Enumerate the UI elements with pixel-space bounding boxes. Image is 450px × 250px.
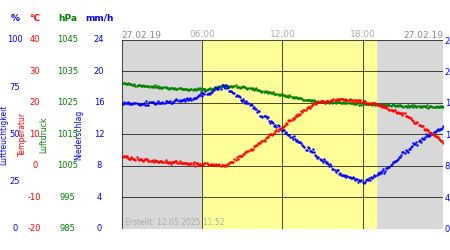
Text: °C: °C: [29, 14, 40, 22]
Text: 1035: 1035: [57, 67, 78, 76]
Text: 30: 30: [29, 67, 40, 76]
Text: 995: 995: [59, 193, 76, 202]
Text: 0: 0: [12, 224, 18, 233]
Text: 0: 0: [32, 161, 37, 170]
Text: -10: -10: [28, 193, 41, 202]
Text: 4: 4: [96, 193, 102, 202]
Text: Luftfeuchtigkeit: Luftfeuchtigkeit: [0, 104, 8, 165]
Text: 12: 12: [94, 130, 104, 139]
Text: hPa: hPa: [58, 14, 77, 22]
Text: %: %: [10, 14, 19, 22]
Text: 27.02.19: 27.02.19: [403, 31, 443, 40]
Text: 24: 24: [94, 36, 104, 44]
Text: 16: 16: [94, 98, 104, 108]
Text: 50: 50: [9, 130, 20, 139]
Text: Luftdruck: Luftdruck: [40, 116, 49, 152]
Text: 1005: 1005: [57, 161, 78, 170]
Text: Temperatur: Temperatur: [18, 112, 27, 156]
Text: Erstellt: 12.05.2025 11:52: Erstellt: 12.05.2025 11:52: [125, 218, 224, 227]
Text: 1015: 1015: [57, 130, 78, 139]
Text: 75: 75: [9, 83, 20, 92]
Bar: [202, 40, 376, 229]
Text: 1025: 1025: [57, 98, 78, 108]
Text: 8: 8: [96, 161, 102, 170]
Text: 20: 20: [29, 98, 40, 108]
Text: 0: 0: [96, 224, 102, 233]
Text: mm/h: mm/h: [85, 14, 113, 22]
Text: 40: 40: [29, 36, 40, 44]
Text: 20: 20: [94, 67, 104, 76]
Text: 27.02.19: 27.02.19: [122, 31, 162, 40]
Text: 25: 25: [9, 177, 20, 186]
Text: 10: 10: [29, 130, 40, 139]
Text: Niederschlag: Niederschlag: [74, 109, 83, 160]
Text: 985: 985: [59, 224, 76, 233]
Text: -20: -20: [28, 224, 41, 233]
Text: 100: 100: [7, 36, 22, 44]
Text: 1045: 1045: [57, 36, 78, 44]
